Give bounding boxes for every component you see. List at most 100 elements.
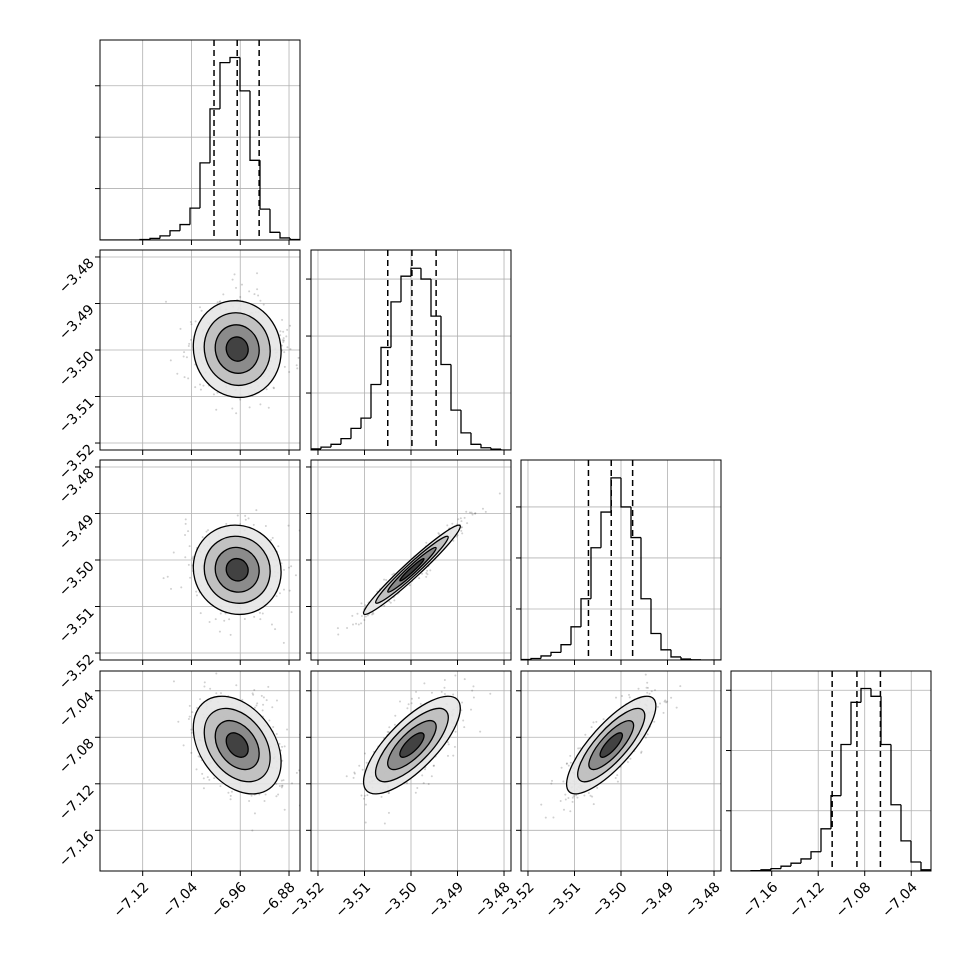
sample-point xyxy=(184,518,187,521)
sample-point xyxy=(360,614,363,617)
y-tick-label: −3.49 xyxy=(56,512,98,554)
sample-point xyxy=(295,771,298,774)
sample-point xyxy=(462,719,465,722)
sample-point xyxy=(272,387,275,390)
sample-point xyxy=(540,803,543,806)
sample-point xyxy=(567,796,570,799)
sample-point xyxy=(565,762,568,765)
sample-point xyxy=(459,517,462,520)
sample-point xyxy=(572,795,575,798)
sample-point xyxy=(567,764,570,767)
sample-point xyxy=(228,618,231,621)
sample-point xyxy=(430,691,433,694)
hist-bin xyxy=(189,207,200,225)
sample-point xyxy=(203,681,206,684)
sample-point xyxy=(645,686,648,689)
sample-point xyxy=(229,798,232,801)
sample-point xyxy=(282,341,285,344)
sample-point xyxy=(189,338,192,341)
x-tick-label: −7.16 xyxy=(740,879,782,921)
sample-point xyxy=(471,689,474,692)
sample-point xyxy=(183,351,186,354)
hist-bin xyxy=(360,417,371,429)
sample-point xyxy=(410,702,413,705)
sample-point xyxy=(648,692,651,695)
sample-point xyxy=(188,342,191,345)
density xyxy=(172,672,300,832)
y-tick-label: −7.04 xyxy=(56,689,98,731)
sample-point xyxy=(387,811,390,814)
sample-point xyxy=(654,689,657,692)
x-tick-label: −3.50 xyxy=(379,879,421,921)
sample-point xyxy=(569,761,572,764)
sample-point xyxy=(258,611,261,614)
hist-bin xyxy=(390,301,401,348)
hist-bin xyxy=(900,804,911,842)
sample-point xyxy=(387,791,390,794)
y-tick-label: −7.08 xyxy=(56,736,98,778)
sample-point xyxy=(419,702,422,705)
sample-point xyxy=(628,693,631,696)
contour xyxy=(225,732,249,758)
x-tick-label: −3.50 xyxy=(589,879,631,921)
sample-point xyxy=(280,784,283,787)
sample-point xyxy=(656,705,659,708)
sample-point xyxy=(455,535,458,538)
sample-point xyxy=(183,376,186,379)
sample-point xyxy=(675,706,678,709)
hist-bin xyxy=(330,443,341,448)
hist-bin xyxy=(540,655,551,659)
sample-point xyxy=(281,784,284,787)
y-tick-label: −3.50 xyxy=(56,348,98,390)
sample-point xyxy=(602,718,605,721)
sample-point xyxy=(239,523,242,526)
sample-point xyxy=(259,403,262,406)
sample-point xyxy=(187,717,190,720)
sample-point xyxy=(391,573,394,576)
sample-point xyxy=(271,706,274,709)
sample-point xyxy=(360,622,363,625)
sample-point xyxy=(219,692,222,695)
sample-point xyxy=(551,779,554,782)
sample-point xyxy=(250,794,253,797)
sample-point xyxy=(452,693,455,696)
sample-point xyxy=(191,711,194,714)
sample-point xyxy=(358,764,361,767)
sample-point xyxy=(577,747,580,750)
sample-point xyxy=(278,742,281,745)
sample-point xyxy=(283,351,286,354)
sample-point xyxy=(195,590,198,593)
hist-bin xyxy=(560,644,571,653)
x-tick-label: −3.48 xyxy=(682,879,724,921)
x-tick-label: −7.12 xyxy=(786,879,828,921)
sample-point xyxy=(457,518,460,521)
sample-point xyxy=(393,723,396,726)
sample-point xyxy=(259,618,262,621)
sample-point xyxy=(417,697,420,700)
sample-point xyxy=(552,816,555,819)
sample-point xyxy=(170,587,173,590)
sample-point xyxy=(216,301,219,304)
hist-bin xyxy=(169,230,180,236)
sample-point xyxy=(443,693,446,696)
sample-point xyxy=(414,791,417,794)
sample-point xyxy=(468,511,471,514)
sample-point xyxy=(229,794,232,797)
hist-bin xyxy=(229,56,240,63)
panel-frame xyxy=(99,459,301,661)
sample-point xyxy=(383,578,386,581)
sample-point xyxy=(590,726,593,729)
hist-bin xyxy=(521,658,531,660)
hist-bin xyxy=(550,651,561,656)
hist-bin xyxy=(500,449,511,450)
hist-bin xyxy=(259,160,270,210)
sample-point xyxy=(461,526,464,529)
sample-point xyxy=(498,492,501,495)
sample-point xyxy=(214,618,217,621)
hist-bin xyxy=(790,862,801,867)
sample-point xyxy=(196,594,199,597)
sample-point xyxy=(251,692,254,695)
sample-point xyxy=(385,579,388,582)
sample-point xyxy=(646,733,649,736)
histogram xyxy=(100,40,300,240)
